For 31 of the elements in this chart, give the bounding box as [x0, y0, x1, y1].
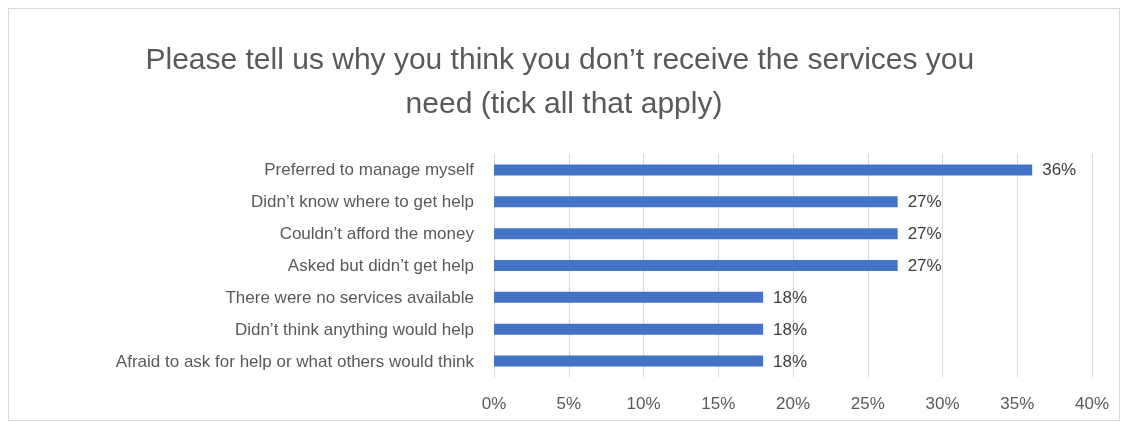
- bar: [494, 228, 898, 240]
- data-label: 27%: [907, 224, 942, 244]
- y-tick-label: Couldn’t afford the money: [279, 224, 475, 244]
- x-tick-label: 15%: [701, 394, 736, 413]
- bar: [494, 260, 898, 271]
- data-label: 18%: [773, 351, 808, 371]
- y-tick-label: Didn’t know where to get help: [250, 192, 474, 212]
- data-label: 18%: [773, 319, 808, 339]
- data-label: 36%: [1042, 160, 1077, 180]
- data-label: 18%: [773, 287, 808, 307]
- bar: [494, 164, 1033, 176]
- x-tick-label: 10%: [626, 394, 661, 413]
- y-tick-label: Didn’t think anything would help: [234, 319, 474, 339]
- x-tick-label: 20%: [775, 394, 811, 413]
- chart-title: Please tell us why you think you don’t receive the services you need (tick all that apply): [145, 41, 983, 119]
- bar: [494, 196, 898, 208]
- x-tick-label: 25%: [850, 394, 885, 413]
- y-tick-label: There were no services available: [225, 287, 474, 307]
- x-tick-label: 40%: [1074, 394, 1110, 413]
- y-tick-label: Asked but didn’t get help: [287, 256, 474, 275]
- data-label: 27%: [907, 256, 942, 275]
- bar: [494, 291, 764, 303]
- x-tick-label: 30%: [925, 394, 960, 413]
- bar: [494, 323, 764, 335]
- x-tick-label: 0%: [481, 394, 507, 413]
- y-tick-label: Preferred to manage myself: [264, 160, 475, 180]
- bar: [494, 355, 764, 367]
- data-label: 27%: [907, 192, 942, 212]
- y-tick-label: Afraid to ask for help or what others would think: [115, 351, 475, 371]
- x-tick-label: 35%: [1000, 394, 1035, 413]
- x-tick-label: 5%: [556, 394, 582, 413]
